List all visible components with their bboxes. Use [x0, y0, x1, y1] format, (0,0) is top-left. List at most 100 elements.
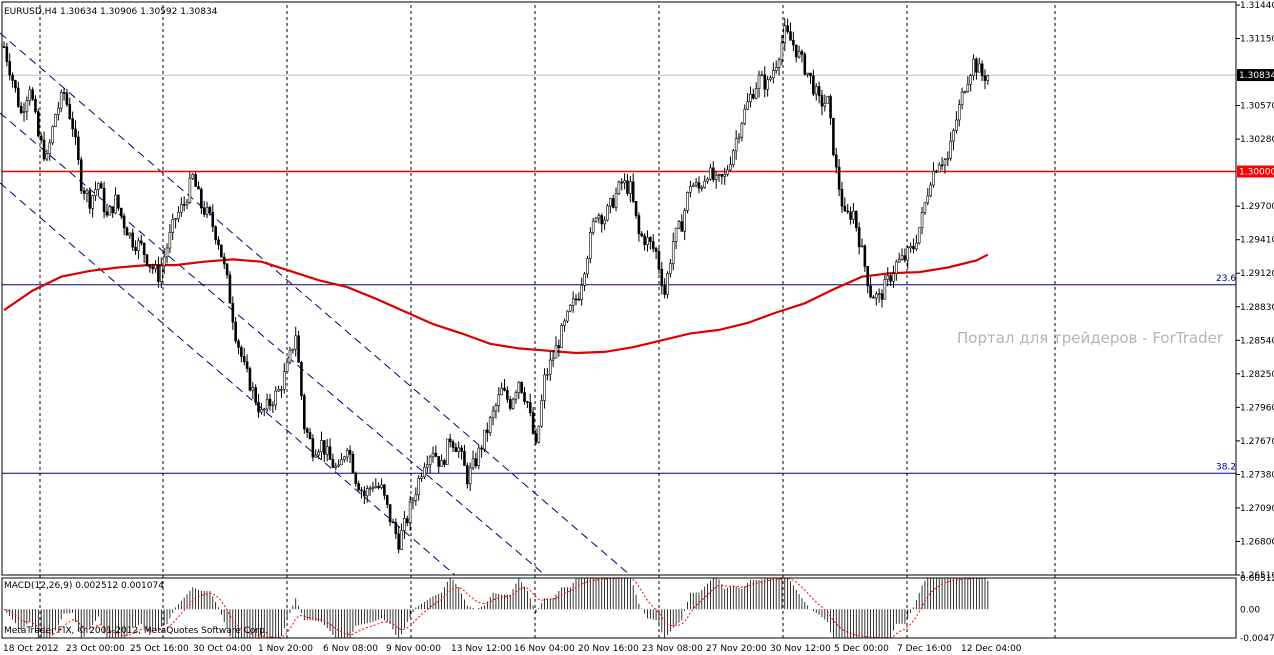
macd-signal-line [3, 577, 988, 639]
candle [591, 217, 595, 236]
candle [477, 444, 481, 470]
candle [154, 260, 157, 273]
candle [68, 97, 72, 120]
candle [920, 206, 924, 235]
candle [414, 487, 418, 506]
candle [917, 227, 921, 245]
candle [517, 381, 521, 400]
candle [949, 132, 952, 161]
candle [443, 458, 446, 468]
candle [806, 72, 809, 78]
candle [986, 74, 990, 85]
candle [320, 431, 323, 460]
candle [548, 351, 552, 381]
candle [935, 169, 938, 174]
candle [737, 133, 741, 144]
symbol-header: EURUSD,H4 1.30634 1.30906 1.30592 1.3083… [4, 7, 218, 17]
candle [872, 295, 875, 299]
candle [826, 96, 829, 104]
candle [114, 187, 117, 215]
candle [677, 219, 681, 230]
candle [408, 495, 412, 531]
candle [437, 456, 441, 474]
candle [428, 454, 432, 474]
candle [895, 259, 898, 281]
candle [79, 156, 83, 195]
candle [546, 368, 549, 381]
y-tick-label: 1.28830 [1240, 303, 1274, 313]
candle [365, 485, 369, 503]
candle [792, 31, 795, 52]
candle [923, 202, 927, 215]
candle [734, 130, 738, 160]
candle [411, 496, 415, 510]
candle [240, 345, 243, 363]
candle [174, 218, 177, 229]
candle [560, 323, 564, 349]
candle [211, 204, 215, 233]
candle [643, 233, 646, 251]
candle [200, 187, 203, 215]
candle [351, 450, 355, 474]
candle [886, 267, 890, 287]
candle [197, 181, 200, 190]
candle [691, 182, 695, 187]
candle [506, 386, 509, 403]
candle [960, 87, 964, 110]
candle [383, 483, 386, 500]
candle [880, 289, 884, 308]
y-tick-label: 1.26510 [1240, 571, 1274, 581]
candle [909, 242, 912, 253]
candle [314, 449, 318, 458]
candle [248, 366, 252, 392]
candle [983, 69, 987, 90]
candle [863, 244, 867, 273]
candle [980, 60, 984, 82]
candle [915, 234, 918, 252]
candle [729, 156, 732, 173]
candle [534, 428, 538, 445]
candle [777, 57, 781, 76]
candle [566, 310, 569, 323]
candle [577, 292, 581, 301]
candle [420, 472, 423, 482]
candle [188, 172, 192, 204]
candle [371, 481, 375, 493]
candle [208, 205, 212, 216]
x-tick-label: 18 Oct 2012 [3, 644, 59, 654]
candle [108, 205, 112, 216]
candle [843, 197, 847, 212]
candle [145, 254, 149, 267]
candle [94, 181, 97, 202]
candle [468, 462, 472, 492]
candle [937, 162, 941, 173]
candle [191, 172, 195, 181]
candle [683, 207, 686, 241]
candle [617, 180, 621, 196]
candle [51, 125, 54, 145]
candle [128, 232, 132, 239]
candle [168, 223, 172, 254]
candle [357, 480, 360, 491]
candle [237, 338, 240, 355]
candle [857, 222, 861, 255]
macd-y-tick-label: 0.00 [1240, 605, 1260, 615]
candle [242, 347, 246, 366]
candle [165, 243, 169, 264]
candle [34, 95, 37, 114]
candle [14, 79, 17, 93]
candle [869, 277, 872, 299]
candle [903, 248, 907, 263]
time-axis: 18 Oct 2012 23 Oct 00:00 25 Oct 16:00 30 Oc… [3, 644, 1022, 654]
candle [940, 157, 944, 170]
candle [8, 53, 12, 81]
x-tick-label: 16 Nov 04:00 [514, 644, 575, 654]
candle [889, 273, 892, 287]
candle [583, 272, 586, 292]
candle [417, 475, 421, 501]
candle [674, 227, 678, 250]
candle [892, 265, 895, 288]
macd-label: MACD(12,26,9) 0.002512 0.001074 [4, 581, 164, 591]
candle [308, 427, 312, 440]
